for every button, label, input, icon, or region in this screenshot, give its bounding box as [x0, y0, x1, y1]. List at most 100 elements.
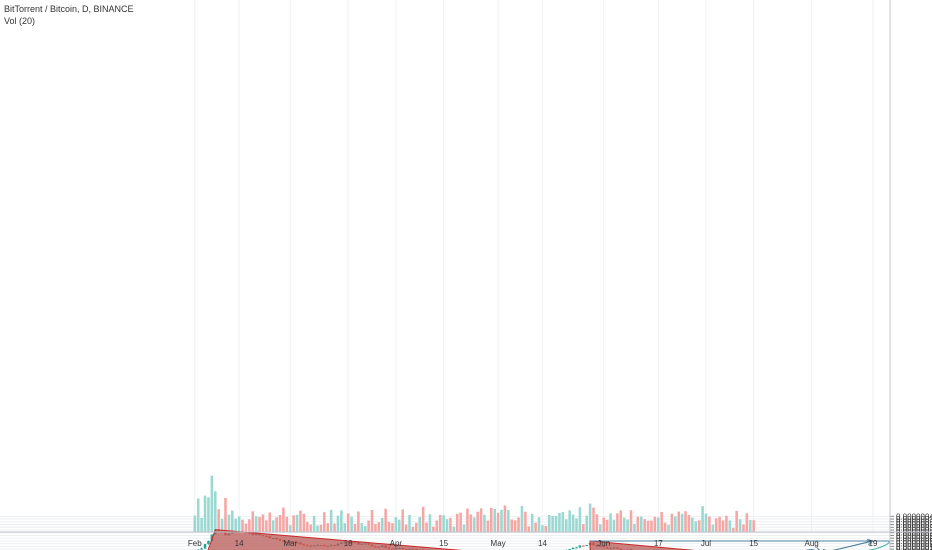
volume-bar [503, 505, 507, 532]
volume-bar [387, 522, 391, 532]
volume-bar [670, 513, 674, 532]
symbol-title: BitTorrent / Bitcoin, D, BINANCE [4, 4, 134, 14]
volume-bar [588, 503, 592, 532]
volume-bar [517, 517, 520, 532]
time-tick-label: Mar [283, 539, 297, 548]
candle-body [578, 545, 582, 548]
time-tick-label: 18 [344, 539, 353, 548]
volume-bar [513, 520, 517, 532]
volume-bar [496, 512, 500, 532]
volume-bar [292, 515, 295, 532]
volume-bar [677, 511, 680, 532]
volume-bar [343, 523, 347, 532]
volume-bar [469, 514, 473, 532]
volume-bar [268, 512, 272, 532]
volume-bar [541, 525, 544, 532]
volume-bar [220, 518, 224, 532]
volume-bar [248, 519, 251, 532]
volume-bar [466, 508, 469, 532]
volume-bar [708, 516, 711, 532]
volume-bar [592, 507, 595, 532]
price-tick-label: 0.00000034 [896, 521, 932, 530]
volume-bar [415, 522, 418, 532]
volume-bar [193, 515, 197, 532]
volume-bar [288, 525, 292, 532]
volume-bar [455, 513, 459, 532]
volume-bar [476, 511, 479, 532]
time-axis[interactable]: Feb 14 Mar 18 Apr 15 May 14 Jun 17 Jul 15 Aug 19 [0, 531, 932, 548]
volume-bar [360, 523, 364, 532]
volume-bar [251, 511, 255, 532]
volume-bar [745, 513, 749, 532]
volume-bar [711, 524, 715, 532]
projection-arrowhead [867, 538, 875, 546]
volume-bar [391, 523, 394, 532]
price-tick-label: 0.00000032 [896, 523, 932, 532]
volume-bar [285, 516, 289, 532]
volume-bar [418, 517, 422, 532]
volume-bar [472, 517, 476, 532]
volume-bar [408, 514, 411, 532]
volume-bar [725, 515, 728, 532]
time-tick-label: 17 [654, 539, 663, 548]
volume-bar [714, 518, 718, 532]
volume-bar [227, 514, 231, 532]
volume-bar [735, 510, 738, 532]
volume-bar [551, 515, 554, 532]
volume-bar [462, 524, 466, 532]
volume-bars [193, 475, 755, 532]
volume-bar [231, 510, 234, 532]
volume-bar [585, 515, 588, 532]
volume-bar [530, 513, 534, 532]
volume-bar [329, 509, 333, 532]
volume-bar [564, 519, 568, 532]
volume-bar [510, 519, 514, 532]
volume-bar [411, 526, 415, 532]
volume-bar [271, 520, 275, 532]
volume-bar [554, 516, 558, 532]
volume-bar [721, 520, 725, 532]
volume-bar [367, 520, 370, 532]
volume-bar [537, 517, 541, 532]
volume-bar [571, 514, 575, 532]
price-tick-label: 0.00000028 [896, 529, 932, 538]
volume-bar [656, 517, 660, 532]
volume-bar [312, 515, 316, 532]
volume-bar [401, 509, 404, 532]
volume-bar [667, 524, 670, 532]
volume-bar [483, 514, 486, 532]
volume-bar [558, 512, 561, 532]
volume-bar [224, 497, 227, 532]
price-axis[interactable]: 0.000000400.000000380.000000360.00000034… [889, 0, 932, 550]
time-tick-label: May [491, 539, 506, 548]
volume-bar [319, 524, 323, 532]
volume-bar [749, 519, 752, 532]
volume-bar [674, 516, 677, 532]
volume-bar [650, 520, 653, 532]
triangle-pattern [207, 529, 463, 550]
volume-bar [234, 518, 237, 532]
volume-bar [237, 516, 241, 532]
time-tick-label: 15 [439, 539, 448, 548]
volume-bar [602, 517, 606, 532]
volume-bar [534, 522, 537, 532]
volume-bar [524, 511, 527, 532]
price-tick-label: 0.00000026 [896, 531, 932, 540]
volume-bar [357, 511, 360, 532]
time-tick-label: 14 [538, 539, 547, 548]
volume-bar [653, 516, 657, 532]
candle-body [582, 545, 585, 547]
volume-bar [295, 514, 299, 532]
volume-bar [336, 515, 340, 532]
candle-body [585, 544, 588, 546]
time-tick-label: Jul [701, 539, 711, 548]
volume-bar [428, 514, 432, 532]
volume-bar [500, 509, 503, 532]
volume-bar [363, 525, 367, 532]
volume-bar [544, 525, 548, 532]
price-tick-label: 0.00000038 [896, 515, 932, 524]
price-tick-label: 0.00000024 [896, 534, 932, 543]
volume-bar [520, 505, 524, 532]
